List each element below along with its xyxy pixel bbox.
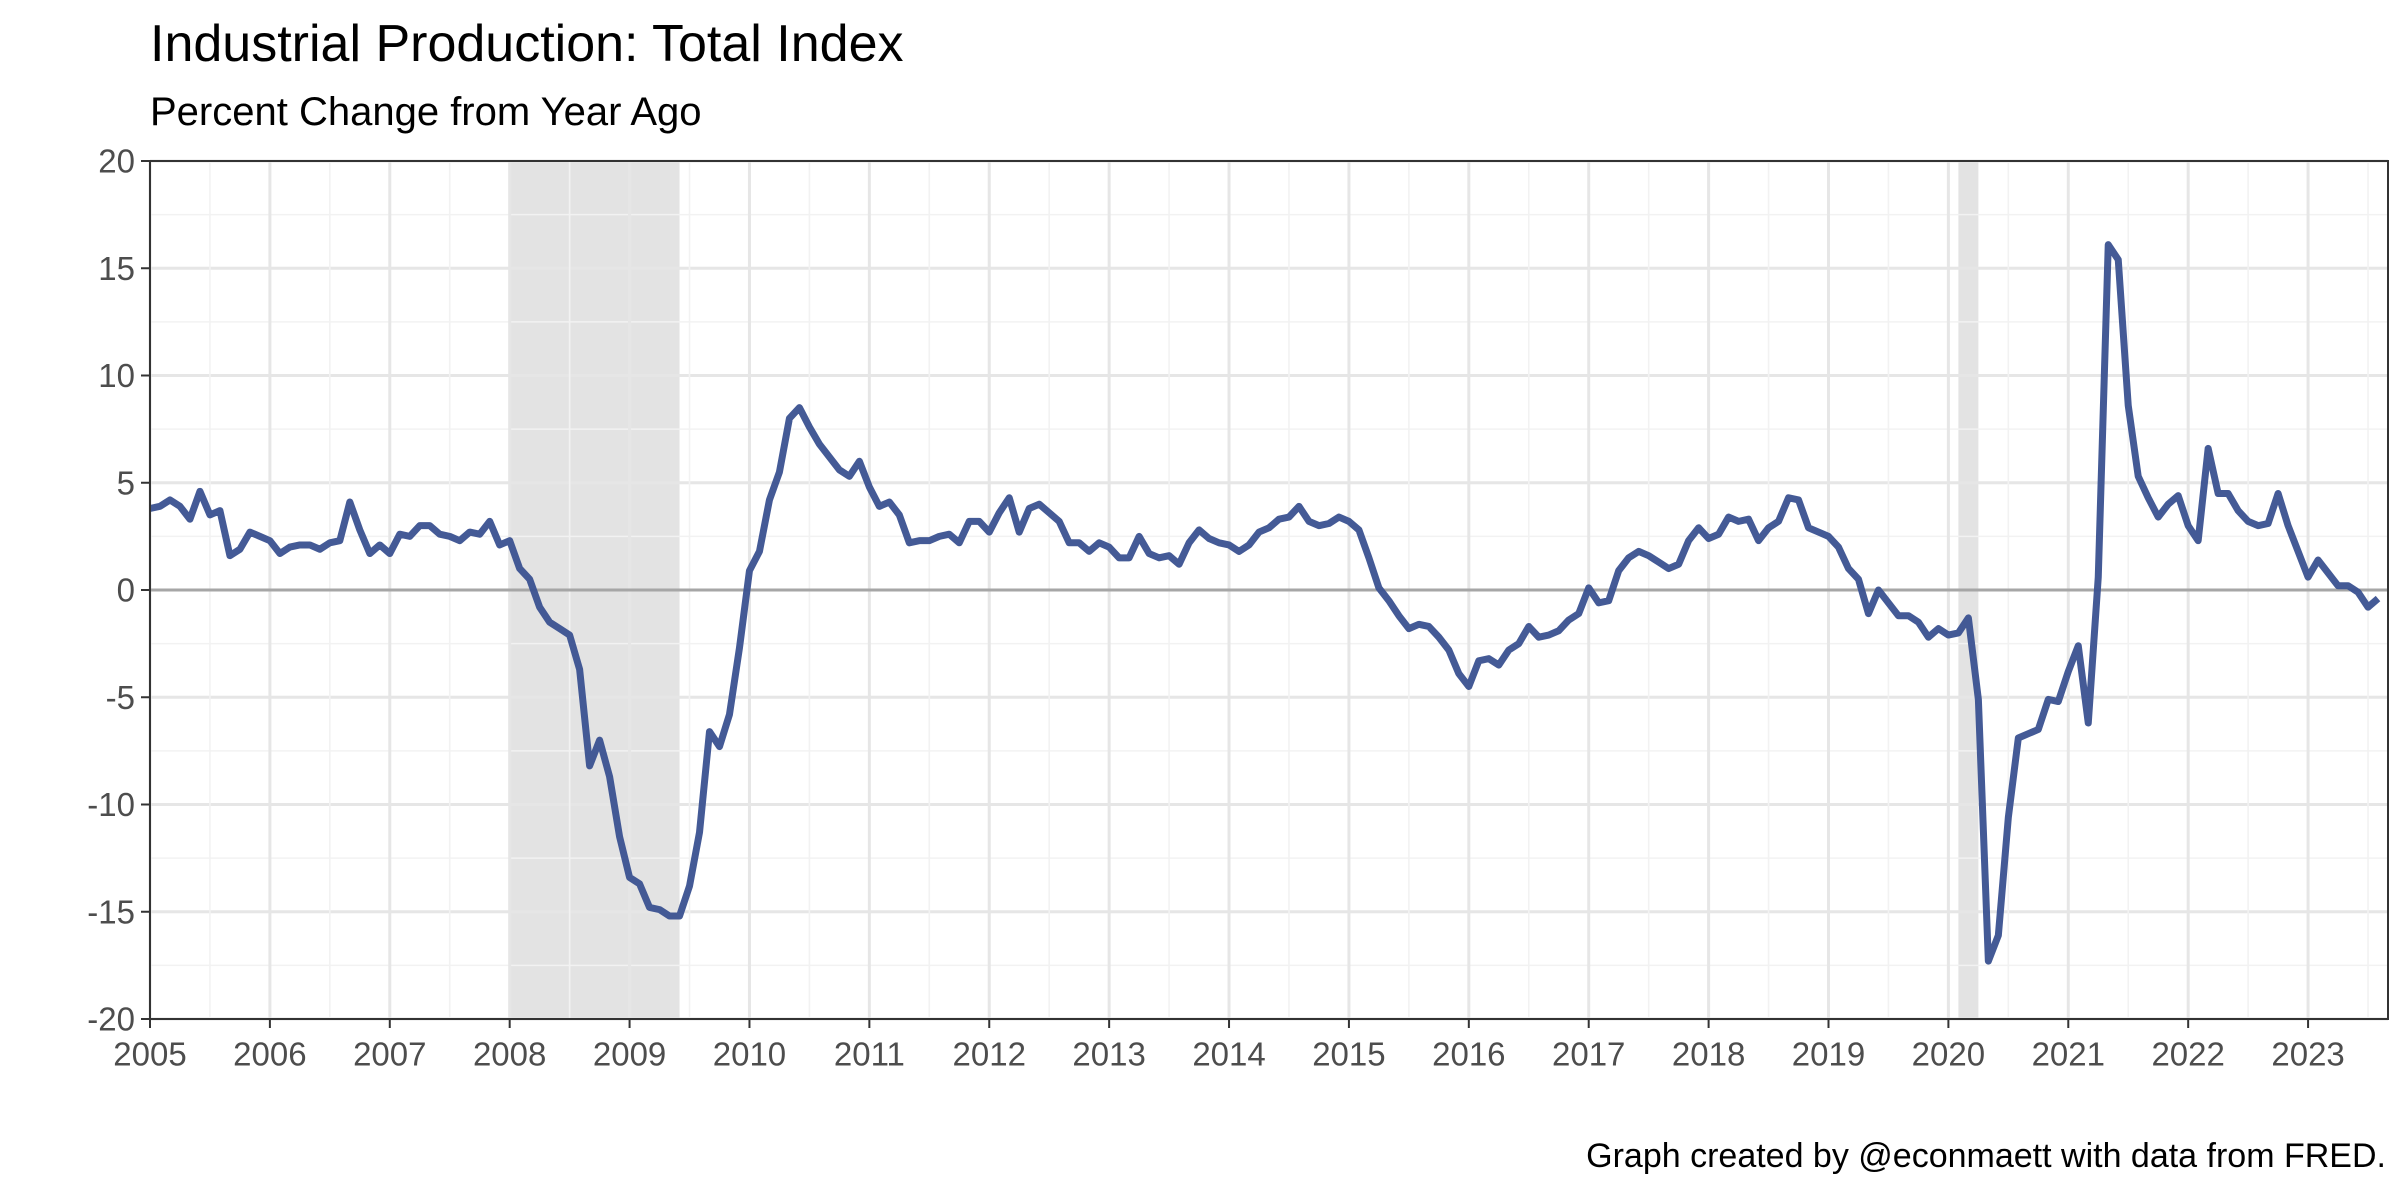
- chart-subtitle: Percent Change from Year Ago: [150, 90, 702, 134]
- y-tick-label: -5: [106, 679, 135, 716]
- x-tick-label: 2021: [2032, 1036, 2105, 1073]
- x-tick-label: 2006: [233, 1036, 306, 1073]
- x-tick-label: 2016: [1432, 1036, 1505, 1073]
- x-tick-label: 2011: [834, 1036, 905, 1073]
- y-tick-label: -15: [87, 893, 135, 930]
- x-tick-label: 2015: [1312, 1036, 1385, 1073]
- x-tick-label: 2022: [2151, 1036, 2224, 1073]
- series-layer: [149, 241, 2381, 965]
- chart-title: Industrial Production: Total Index: [150, 15, 904, 73]
- x-tick-label: 2018: [1672, 1036, 1745, 1073]
- y-tick-label: 15: [98, 250, 135, 287]
- series-line-0: [149, 241, 2381, 965]
- x-tick-label: 2020: [1912, 1036, 1985, 1073]
- x-tick-label: 2013: [1072, 1036, 1145, 1073]
- x-tick-label: 2010: [713, 1036, 786, 1073]
- x-tick-label: 2014: [1192, 1036, 1265, 1073]
- y-tick-label: 0: [117, 572, 135, 609]
- y-tick-label: -20: [87, 1001, 135, 1038]
- y-tick-label: -10: [87, 786, 135, 823]
- x-tick-label: 2023: [2271, 1036, 2344, 1073]
- x-tick-label: 2017: [1552, 1036, 1625, 1073]
- chart-caption: Graph created by @econmaett with data fr…: [1586, 1137, 2386, 1175]
- y-tick-label: 10: [98, 357, 135, 394]
- x-tick-label: 2019: [1792, 1036, 1865, 1073]
- x-tick-label: 2008: [473, 1036, 546, 1073]
- x-tick-label: 2012: [953, 1036, 1026, 1073]
- x-tick-label: 2007: [353, 1036, 426, 1073]
- x-tick-label: 2009: [593, 1036, 666, 1073]
- y-tick-label: 5: [117, 464, 135, 501]
- y-tick-label: 20: [98, 143, 135, 180]
- x-tick-label: 2005: [113, 1036, 186, 1073]
